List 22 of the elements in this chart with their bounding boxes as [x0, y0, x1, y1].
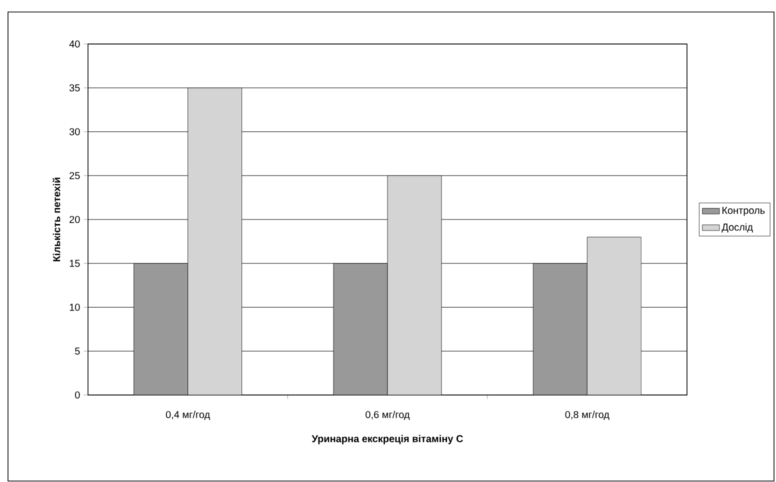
y-tick-label: 20 [70, 216, 80, 224]
x-tick-label: 0,4 мг/год [166, 410, 210, 420]
legend-label: Контроль [722, 206, 765, 216]
bar [188, 88, 242, 395]
y-tick-label: 15 [70, 260, 80, 267]
y-tick-label: 5 [75, 348, 80, 355]
y-tick-label: 40 [69, 40, 80, 48]
bar [333, 263, 388, 395]
legend-label: Дослід [722, 223, 753, 233]
bar [532, 263, 588, 395]
y-tick-label: 30 [69, 128, 80, 136]
y-tick-label: 10 [70, 304, 80, 311]
bar [586, 236, 642, 395]
x-axis-title: Уринарна екскреція вітаміну С [312, 434, 463, 444]
y-tick-label: 0 [75, 391, 80, 399]
y-axis-title: Кількість петехій [52, 178, 60, 262]
x-tick-label: 0,8 мг/год [565, 410, 610, 420]
y-tick-label: 35 [69, 84, 80, 92]
bar [134, 263, 188, 395]
bar [387, 175, 442, 395]
x-tick-label: 0,6 мг/год [366, 410, 410, 420]
y-tick-label: 25 [70, 172, 80, 180]
